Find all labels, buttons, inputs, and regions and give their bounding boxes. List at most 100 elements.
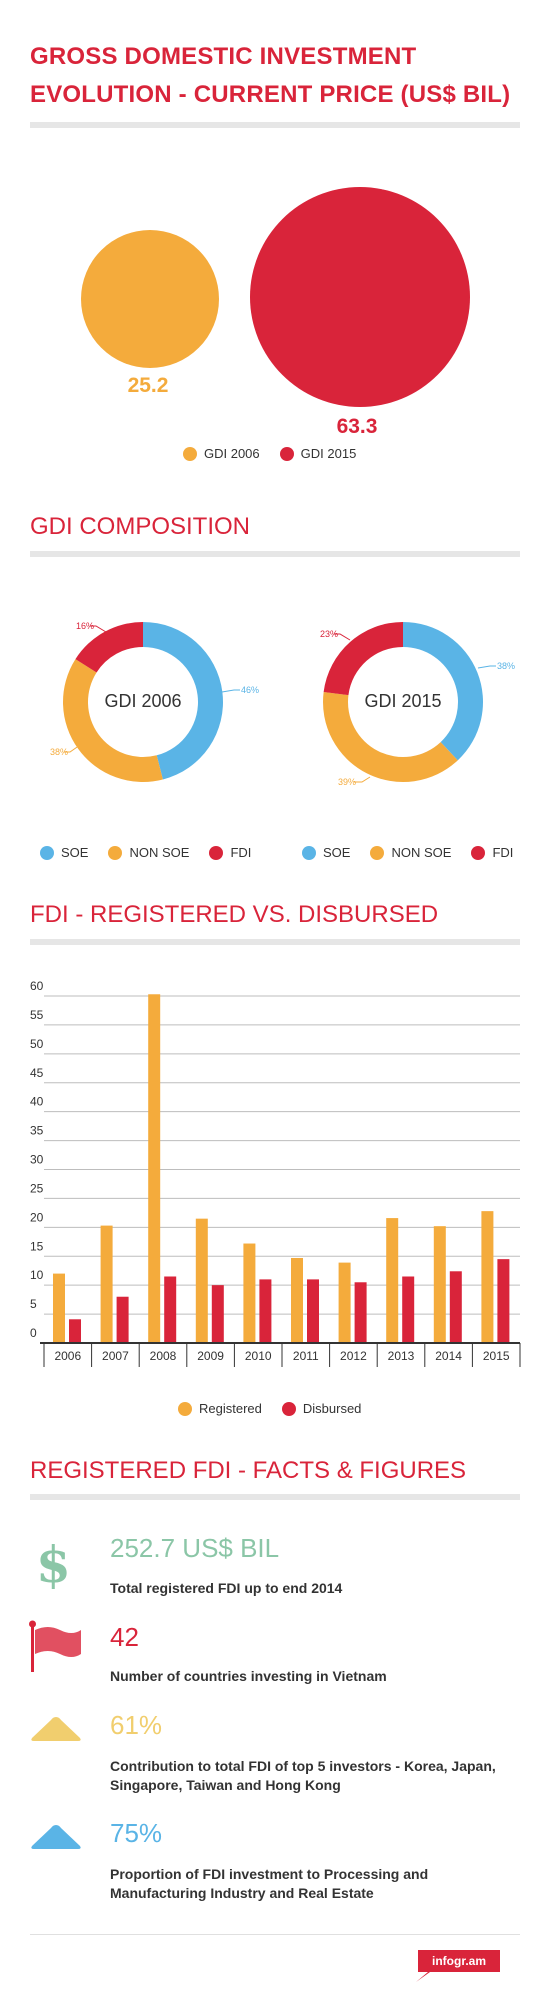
legend-item-registered: Registered — [178, 1401, 262, 1416]
gdi-evolution-legend: GDI 2006 GDI 2015 — [183, 446, 376, 461]
legend-label: FDI — [492, 845, 514, 860]
triangle-icon — [31, 1825, 81, 1849]
y-tick-label: 55 — [30, 1008, 44, 1022]
bar-registered-2006 — [53, 1273, 65, 1343]
gdi-composition-donuts: GDI 2006 GDI 2015 46% 38% 16% 38% 39% 23… — [50, 621, 515, 787]
donut-gdi-2015-center-label: GDI 2015 — [364, 691, 441, 711]
fdi-chart-title: FDI - REGISTERED VS. DISBURSED — [30, 901, 439, 928]
label-leader — [334, 633, 351, 641]
bar-disbursed-2009 — [211, 1285, 224, 1343]
facts-title: REGISTERED FDI - FACTS & FIGURES — [30, 1457, 467, 1484]
legend-dot-icon — [40, 845, 54, 860]
fact-1-value: 252.7 US$ BIL — [110, 1533, 280, 1563]
y-tick-label: 30 — [30, 1153, 44, 1167]
infogram-brand: infogr.am — [418, 1950, 501, 1972]
chart-bars — [53, 994, 510, 1343]
legend-label: GDI 2006 — [204, 446, 260, 461]
bar-disbursed-2007 — [116, 1296, 129, 1343]
x-tick-label: 2011 — [293, 1349, 319, 1363]
donut-gdi-2006-fdi-label: 16% — [76, 621, 94, 631]
y-tick-label: 15 — [30, 1239, 44, 1253]
donut-gdi-2006-soe-label: 46% — [241, 685, 259, 695]
gdi-evolution-title: GROSS DOMESTIC INVESTMENT EVOLUTION - CU… — [30, 38, 530, 114]
gdi-evolution-title-line2: EVOLUTION - CURRENT PRICE (US$ BIL) — [30, 81, 511, 108]
legend-item-non-soe: NON SOE — [108, 845, 189, 860]
y-tick-label: 10 — [30, 1268, 44, 1282]
donut-gdi-2015-fdi-label: 23% — [320, 629, 338, 639]
legend-dot-icon — [183, 446, 197, 461]
y-tick-label: 0 — [30, 1326, 37, 1340]
y-tick-label: 40 — [30, 1095, 44, 1109]
x-tick-label: 2009 — [197, 1349, 224, 1363]
bar-registered-2011 — [291, 1257, 303, 1343]
infogram-badge[interactable]: infogr.am — [416, 1950, 501, 1982]
legend-dot-icon — [279, 446, 294, 461]
bar-disbursed-2010 — [259, 1279, 272, 1343]
legend-dot-icon — [281, 1401, 296, 1416]
y-tick-label: 45 — [30, 1066, 44, 1080]
fact-2-desc: Number of countries investing in Vietnam — [110, 1668, 387, 1684]
bubble-gdi-2015-label: 63.3 — [337, 415, 378, 438]
fact-4-desc: Proportion of FDI investment to Processi… — [110, 1866, 429, 1901]
legend-dot-icon — [209, 845, 224, 860]
donut-gdi-2006 — [63, 622, 224, 782]
x-tick-label: 2010 — [245, 1349, 272, 1363]
x-tick-label: 2008 — [150, 1349, 177, 1363]
legend-label: SOE — [61, 845, 89, 860]
bar-disbursed-2011 — [307, 1279, 319, 1343]
fact-1-desc: Total registered FDI up to end 2014 — [110, 1580, 343, 1596]
bar-registered-2014 — [433, 1226, 446, 1343]
legend-label: Disbursed — [302, 1401, 362, 1416]
y-tick-label: 35 — [30, 1124, 44, 1138]
legend-dot-icon — [108, 845, 123, 860]
chart-x-axis: 2006 2007 2008 2009 2010 2011 2012 2013 2014 2015 — [40, 1342, 521, 1367]
fact-3-desc: Contribution to total FDI of top 5 inves… — [110, 1758, 496, 1793]
badge-tail-icon — [416, 1972, 430, 1982]
bar-disbursed-2015 — [497, 1259, 510, 1343]
donut-gdi-2006-non-soe-label: 38% — [50, 747, 68, 757]
fact-2-value: 42 — [110, 1622, 139, 1652]
donut-gdi-2015-slice-1 — [323, 691, 458, 782]
donut-gdi-2006-slice-2 — [75, 622, 143, 673]
bubble-gdi-2015 — [250, 187, 470, 407]
legend-label: FDI — [230, 845, 252, 860]
gdi-evolution-title-line1: GROSS DOMESTIC INVESTMENT — [30, 43, 417, 70]
legend-item-non-soe: NON SOE — [370, 845, 451, 860]
legend-dot-icon — [302, 845, 316, 860]
x-tick-label: 2007 — [102, 1349, 129, 1363]
bar-disbursed-2012 — [354, 1282, 367, 1343]
donut-gdi-2015-slice-0 — [403, 622, 484, 761]
y-tick-label: 5 — [30, 1297, 37, 1311]
bar-disbursed-2013 — [402, 1276, 415, 1343]
donut-gdi-2015 — [323, 622, 484, 782]
dollar-icon: $ — [36, 1535, 71, 1594]
legend-dot-icon — [370, 845, 385, 860]
label-leader — [221, 689, 240, 693]
y-tick-label: 25 — [30, 1181, 44, 1195]
section-divider — [30, 939, 520, 945]
donut-gdi-2006-center-label: GDI 2006 — [104, 691, 181, 711]
footer-divider — [30, 1934, 520, 1935]
bar-disbursed-2006 — [69, 1319, 81, 1343]
section-divider — [30, 122, 520, 128]
x-tick-label: 2013 — [388, 1349, 415, 1363]
bubble-gdi-2006 — [81, 230, 219, 368]
x-tick-label: 2015 — [483, 1349, 510, 1363]
fact-3-value: 61% — [110, 1710, 163, 1740]
flag-icon — [29, 1620, 81, 1672]
y-tick-label: 60 — [30, 979, 44, 993]
legend-dot-icon — [178, 1401, 192, 1416]
legend-item-soe: SOE — [40, 845, 88, 860]
donut-gdi-2015-non-soe-label: 39% — [338, 777, 356, 787]
legend-label: GDI 2015 — [300, 446, 357, 461]
y-tick-label: 20 — [30, 1210, 44, 1224]
bar-registered-2015 — [481, 1211, 494, 1343]
bar-registered-2008 — [148, 994, 161, 1343]
legend-item-gdi-2006: GDI 2006 — [183, 446, 260, 461]
x-tick-label: 2012 — [340, 1349, 367, 1363]
bar-disbursed-2008 — [164, 1276, 177, 1343]
triangle-icon — [31, 1717, 81, 1741]
gdi-bubble-chart: 25.2 63.3 — [81, 187, 470, 438]
bar-disbursed-2014 — [449, 1271, 462, 1343]
bar-registered-2013 — [386, 1218, 399, 1343]
